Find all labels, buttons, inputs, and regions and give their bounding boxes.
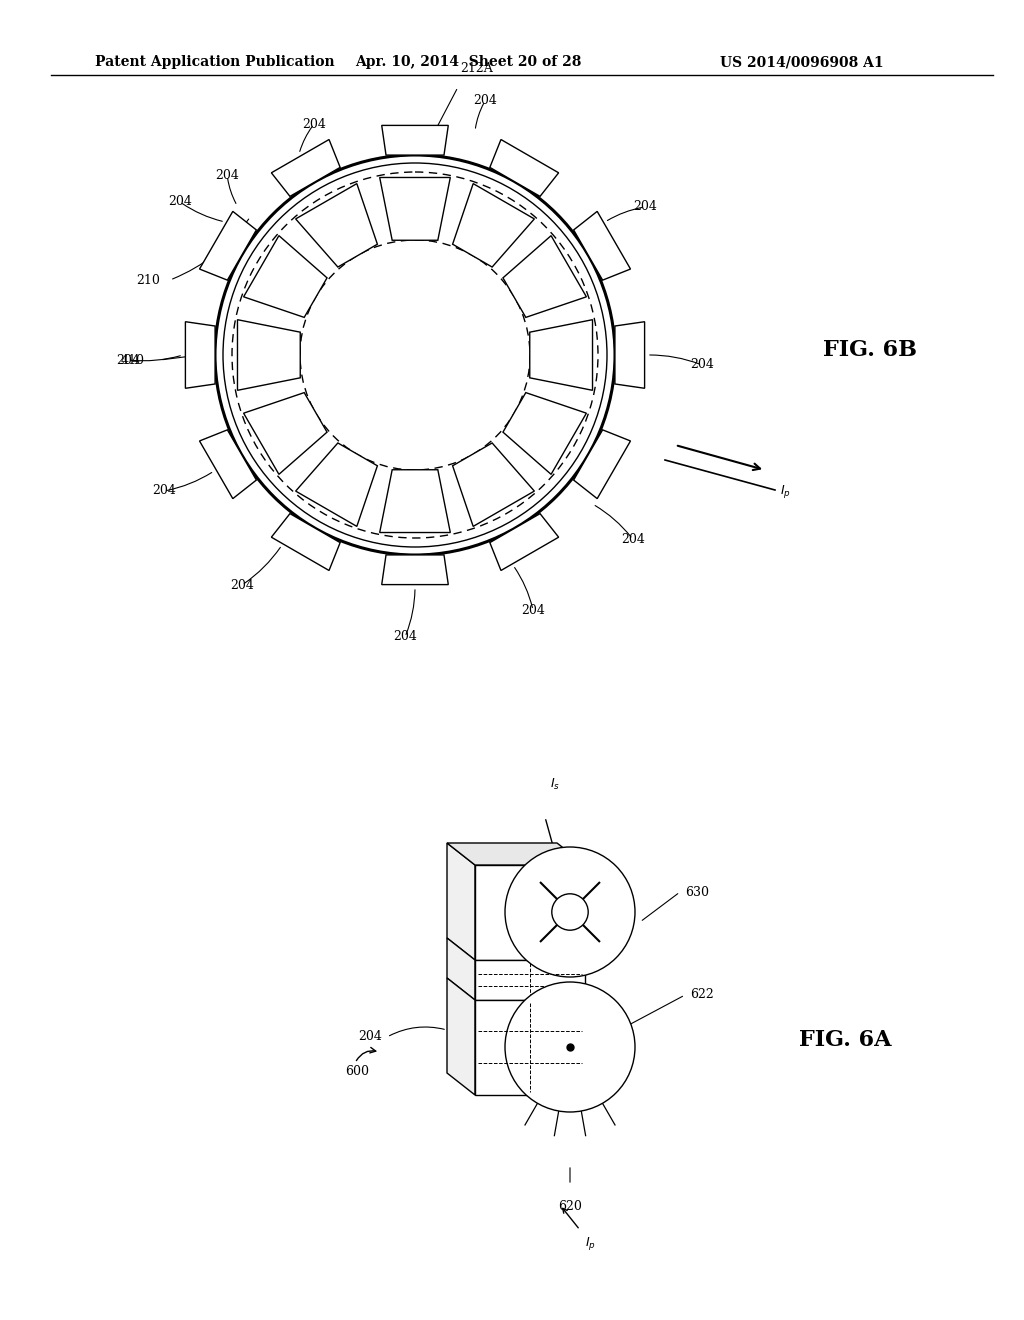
Text: 204: 204 [215, 169, 240, 182]
Text: 630: 630 [685, 886, 709, 899]
Polygon shape [238, 319, 300, 391]
Text: FIG. 6A: FIG. 6A [799, 1030, 891, 1051]
Polygon shape [503, 392, 587, 474]
Text: 204: 204 [302, 117, 326, 131]
Text: US 2014/0096908 A1: US 2014/0096908 A1 [720, 55, 884, 69]
Polygon shape [380, 470, 451, 532]
Text: 204: 204 [230, 578, 254, 591]
Text: 210: 210 [136, 273, 160, 286]
Circle shape [505, 847, 635, 977]
Polygon shape [244, 236, 327, 317]
Polygon shape [453, 444, 535, 527]
Bar [475, 1001, 585, 1096]
Polygon shape [447, 843, 585, 865]
Text: Apr. 10, 2014  Sheet 20 of 28: Apr. 10, 2014 Sheet 20 of 28 [355, 55, 582, 69]
Circle shape [552, 894, 588, 931]
Polygon shape [447, 939, 475, 1001]
Polygon shape [503, 236, 587, 317]
Text: 204: 204 [633, 201, 657, 214]
Polygon shape [489, 513, 559, 570]
Text: Patent Application Publication: Patent Application Publication [95, 55, 335, 69]
Text: 410: 410 [121, 354, 145, 367]
Polygon shape [244, 392, 327, 474]
Text: $I_p$: $I_p$ [585, 1236, 596, 1251]
Text: FIG. 6B: FIG. 6B [823, 339, 918, 360]
Circle shape [505, 982, 635, 1111]
Text: 204: 204 [393, 631, 417, 644]
Text: 204: 204 [116, 354, 140, 367]
Text: 212A: 212A [460, 62, 493, 75]
Polygon shape [614, 322, 644, 388]
Text: 204: 204 [358, 1031, 382, 1044]
Polygon shape [453, 183, 535, 267]
Polygon shape [185, 322, 215, 388]
Text: $I_p$: $I_p$ [780, 483, 791, 500]
Text: 204: 204 [690, 359, 714, 371]
Polygon shape [382, 554, 449, 585]
Bar [475, 960, 585, 1001]
Polygon shape [271, 140, 340, 197]
Text: $I_s$: $I_s$ [550, 777, 560, 792]
Text: 204: 204 [621, 533, 645, 545]
Text: 620: 620 [558, 1200, 582, 1213]
Polygon shape [382, 125, 449, 154]
Text: 622: 622 [690, 989, 714, 1002]
Polygon shape [447, 978, 475, 1096]
Polygon shape [296, 444, 378, 527]
Polygon shape [573, 430, 631, 499]
Text: 204: 204 [153, 484, 176, 498]
Polygon shape [271, 513, 340, 570]
Polygon shape [200, 430, 256, 499]
Text: 600: 600 [345, 1065, 369, 1078]
Polygon shape [489, 140, 559, 197]
Polygon shape [447, 843, 475, 960]
Text: 204: 204 [473, 95, 497, 107]
Polygon shape [296, 183, 378, 267]
Text: 204: 204 [168, 195, 191, 209]
Polygon shape [380, 177, 451, 240]
Polygon shape [529, 319, 593, 391]
Bar [475, 865, 585, 960]
Polygon shape [200, 211, 256, 280]
Text: 204: 204 [521, 603, 545, 616]
Polygon shape [573, 211, 631, 280]
